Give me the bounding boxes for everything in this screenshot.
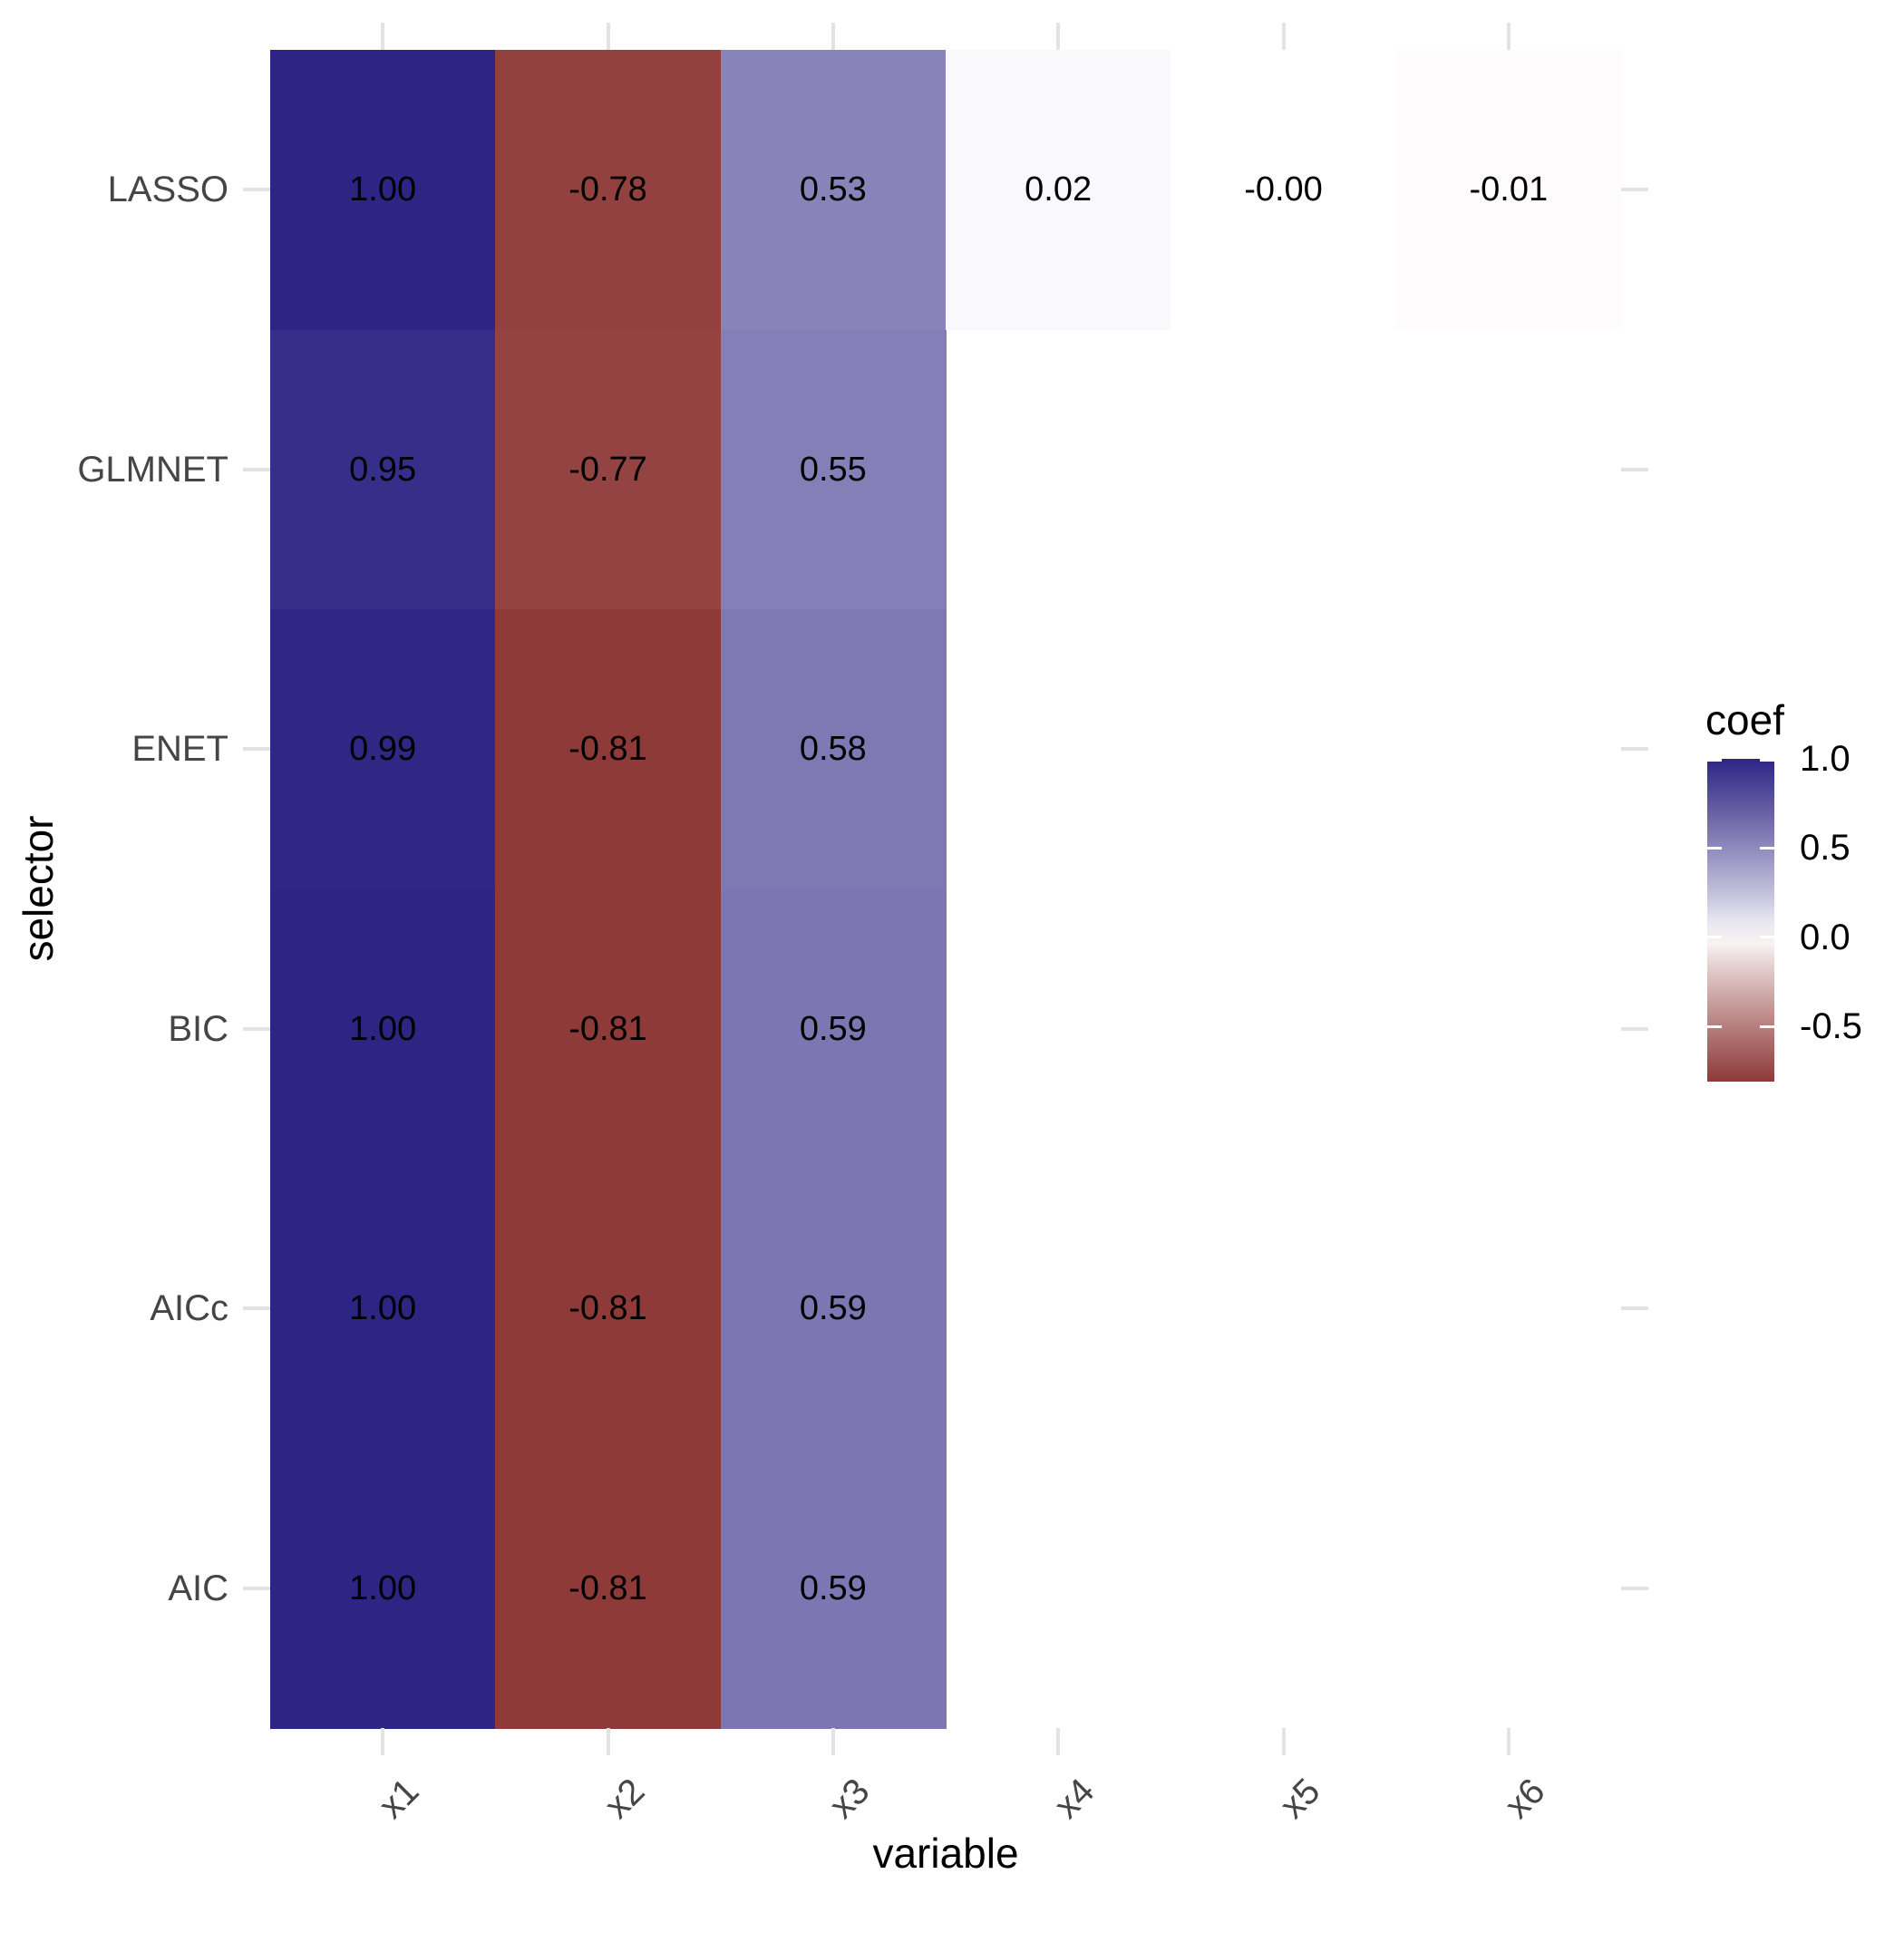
x-axis-tick-bottom [606,1728,610,1755]
legend-bar-tick [1760,936,1774,939]
y-axis-label: LASSO [107,170,228,210]
y-axis-label: AICc [150,1288,228,1329]
heatmap-cell [270,329,496,610]
x-axis-tick-top [1281,23,1286,50]
heatmap-cell [720,50,947,331]
x-axis-label: x6 [1497,1771,1553,1827]
cell-value-label: 1.00 [349,1009,417,1048]
y-axis-title: selector [15,815,62,962]
cell-value-label: 0.59 [799,1009,867,1048]
cell-value-label: -0.81 [568,1009,647,1048]
x-axis-label: x1 [371,1771,427,1827]
cell-value-label: 0.02 [1025,170,1093,209]
legend-bar-tick [1707,759,1722,762]
y-axis-tick-right [1621,188,1648,192]
cell-value-label: 0.59 [799,1289,867,1328]
y-axis-label: GLMNET [77,449,228,490]
y-axis-tick-left [243,1026,270,1031]
x-axis-tick-bottom [381,1728,385,1755]
y-axis-tick-left [243,747,270,752]
y-axis-tick-left [243,188,270,192]
cell-value-label: 0.95 [349,450,417,489]
y-axis-tick-left [243,467,270,471]
y-axis-tick-left [243,1306,270,1311]
heatmap-cell [720,329,947,610]
cell-value-label: -0.00 [1244,170,1323,209]
legend-bar-tick [1760,846,1774,850]
heatmap-cell [720,888,947,1170]
x-axis-label: x2 [597,1771,653,1827]
cell-value-label: -0.01 [1469,170,1549,209]
heatmap-cell [495,50,722,331]
heatmap-cell [495,1448,722,1729]
heatmap-cell [495,1169,722,1450]
cell-value-label: 1.00 [349,1568,417,1607]
legend-bar-tick [1707,1024,1722,1028]
heatmap-cell [946,50,1171,331]
legend-bar-tick [1760,1024,1774,1028]
heatmap-cell [270,1169,496,1450]
x-axis-tick-top [1506,23,1511,50]
cell-value-label: -0.81 [568,1568,647,1607]
heatmap-cell [720,1448,947,1729]
legend-bar-tick [1760,759,1774,762]
y-axis-label: ENET [131,729,228,770]
cell-value-label: -0.81 [568,730,647,769]
x-axis-tick-top [381,23,385,50]
legend-tick-label: 0.0 [1800,917,1851,957]
x-axis-tick-top [831,23,835,50]
heatmap-cell [1395,50,1622,331]
heatmap-cell [720,609,947,890]
cell-value-label: -0.77 [568,450,647,489]
cell-value-label: 0.55 [799,450,867,489]
heatmap-cell [495,888,722,1170]
x-axis-tick-bottom [1506,1728,1511,1755]
heatmap-cell [720,1169,947,1450]
heatmap-cell [1171,50,1397,331]
legend-bar-tick [1707,936,1722,939]
heatmap-cell [270,50,496,331]
x-axis-label: x5 [1272,1771,1328,1827]
cell-value-label: 0.58 [799,730,867,769]
legend-title: coef [1705,696,1784,743]
y-axis-tick-left [243,1586,270,1590]
y-axis-tick-right [1621,1586,1648,1590]
y-axis-label: AIC [168,1568,228,1608]
heatmap-cell [270,1448,496,1729]
y-axis-label: BIC [168,1008,228,1049]
cell-value-label: 1.00 [349,170,417,209]
heatmap-cell [495,609,722,890]
y-axis-tick-right [1621,467,1648,471]
cell-value-label: 0.99 [349,730,417,769]
heatmap-cell [495,329,722,610]
legend-tick-label: -0.5 [1800,1006,1862,1047]
x-axis-title: variable [872,1830,1019,1877]
x-axis-tick-top [1056,23,1061,50]
cell-value-label: 0.53 [799,170,867,209]
cell-value-label: -0.81 [568,1289,647,1328]
cell-value-label: 1.00 [349,1289,417,1328]
legend-tick-label: 1.0 [1800,739,1851,779]
x-axis-tick-top [606,23,610,50]
cell-value-label: -0.78 [568,170,647,209]
heatmap-cell [270,888,496,1170]
x-axis-tick-bottom [1056,1728,1061,1755]
cell-value-label: 0.59 [799,1568,867,1607]
y-axis-tick-right [1621,1306,1648,1311]
legend-tick-label: 0.5 [1800,828,1851,869]
heatmap-cell [270,609,496,890]
y-axis-tick-right [1621,747,1648,752]
legend-colorbar [1707,759,1774,1082]
legend-bar-tick [1707,846,1722,850]
y-axis-tick-right [1621,1026,1648,1031]
x-axis-tick-bottom [831,1728,835,1755]
x-axis-tick-bottom [1281,1728,1286,1755]
